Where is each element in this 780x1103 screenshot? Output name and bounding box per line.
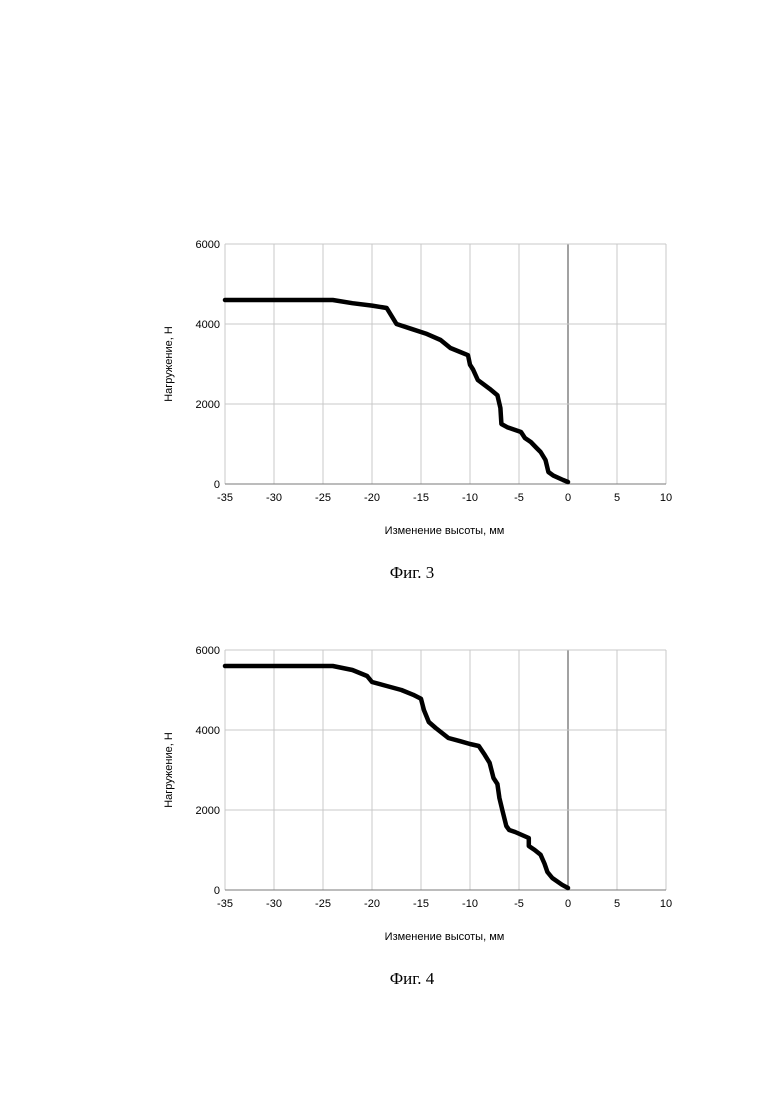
series-line — [225, 300, 568, 482]
x-tick-label: -10 — [462, 492, 478, 504]
y-tick-label: 4000 — [196, 725, 220, 737]
y-tick-label: 0 — [214, 885, 220, 897]
x-axis-label: Изменение высоты, мм — [385, 931, 505, 943]
x-tick-label: -15 — [413, 492, 429, 504]
x-tick-label: -35 — [217, 898, 233, 910]
x-tick-label: -5 — [514, 492, 524, 504]
series-line — [225, 666, 568, 888]
caption-fig-3: Фиг. 3 — [22, 563, 780, 583]
x-tick-label: -15 — [413, 898, 429, 910]
chart-fig-4: -35 -30 -25 -20 -15 -10 -5 0 5 10 0 2000 4000 6000 Изм… — [163, 645, 672, 943]
x-tick-label: -10 — [462, 898, 478, 910]
x-tick-label: -20 — [364, 492, 380, 504]
x-tick-label: -5 — [514, 898, 524, 910]
x-tick-label: -35 — [217, 492, 233, 504]
x-tick-label: -25 — [315, 492, 331, 504]
caption-fig-4: Фиг. 4 — [22, 969, 780, 989]
y-tick-label: 2000 — [196, 805, 220, 817]
x-tick-label: 5 — [614, 898, 620, 910]
x-tick-label: 0 — [565, 898, 571, 910]
x-tick-label: -30 — [266, 898, 282, 910]
y-tick-label: 4000 — [196, 319, 220, 331]
y-tick-label: 6000 — [196, 645, 220, 657]
y-tick-label: 6000 — [196, 239, 220, 251]
x-tick-label: 0 — [565, 492, 571, 504]
y-tick-label: 2000 — [196, 399, 220, 411]
x-tick-label: -30 — [266, 492, 282, 504]
chart-fig-3: -35 -30 -25 -20 -15 -10 -5 0 5 10 0 2000 4000 6000 Изм… — [163, 239, 672, 537]
x-tick-label: 10 — [660, 492, 672, 504]
y-axis-label: Нагружение, Н — [163, 326, 175, 402]
x-tick-label: -25 — [315, 898, 331, 910]
y-tick-label: 0 — [214, 479, 220, 491]
x-axis-label: Изменение высоты, мм — [385, 525, 505, 537]
x-tick-label: 5 — [614, 492, 620, 504]
x-tick-label: 10 — [660, 898, 672, 910]
x-tick-label: -20 — [364, 898, 380, 910]
y-axis-label: Нагружение, Н — [163, 732, 175, 808]
